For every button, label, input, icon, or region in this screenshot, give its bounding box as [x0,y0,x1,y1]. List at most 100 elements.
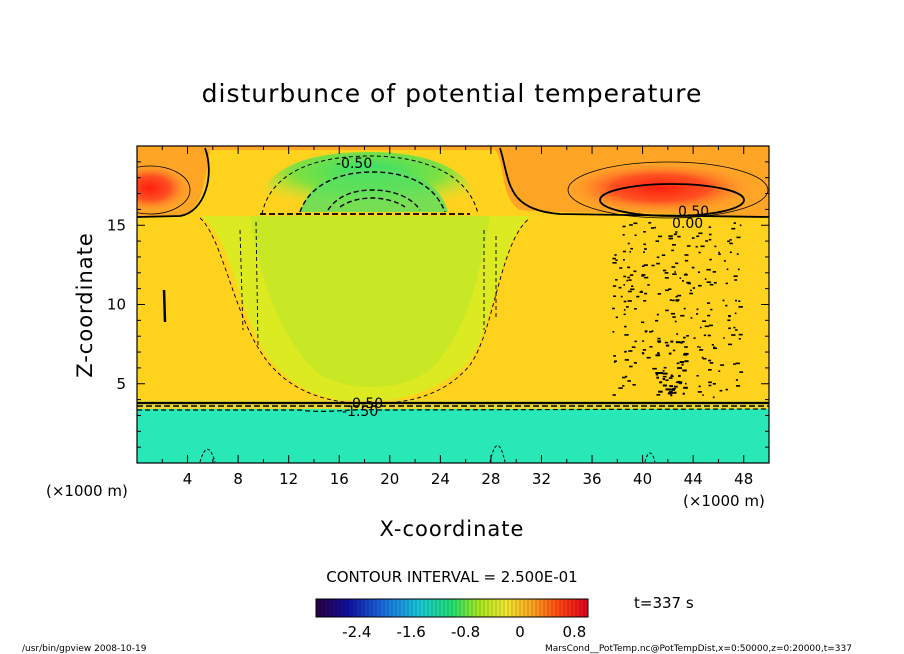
noise-dot [651,264,655,267]
noise-dot [684,254,689,256]
noise-dot [681,341,685,343]
noise-dot [686,335,689,337]
noise-dot [698,251,701,254]
noise-dot [662,372,668,375]
x-tick-label: 16 [330,470,349,488]
x-unit-left: (×1000 m) [46,482,128,500]
noise-dot [676,333,679,335]
noise-dot [670,374,673,376]
noise-dot [644,331,647,333]
x-axis-label: X-coordinate [380,517,525,541]
noise-dot [698,385,701,388]
noise-dot [675,341,681,344]
noise-dot [702,357,707,360]
noise-dot [624,350,627,353]
noise-dot [641,274,646,276]
y-tick-label: 10 [107,296,126,314]
noise-dot [713,346,716,349]
noise-dot [627,380,631,382]
noise-dot [648,222,652,224]
noise-dot [613,361,616,363]
noise-dot [665,309,669,312]
noise-dot [668,235,673,237]
noise-dot [670,312,676,315]
noise-dot [709,362,714,364]
x-tick-label: 8 [233,470,243,488]
noise-dot [674,271,676,273]
noise-dot [706,281,711,283]
noise-dot [691,266,695,269]
noise-dot [718,253,721,255]
noise-dot [706,268,711,271]
time-label: t=337 s [634,594,694,612]
noise-dot [686,245,691,247]
x-tick-label: 24 [431,470,450,488]
y-tick-label: 15 [107,216,126,234]
noise-dot [627,266,631,269]
noise-dot [627,242,630,245]
noise-dot [643,231,646,233]
noise-dot [652,367,657,370]
x-tick-label: 40 [633,470,652,488]
noise-dot [698,284,702,287]
noise-dot [695,245,698,248]
noise-dot [622,225,626,228]
noise-dot [627,300,632,302]
noise-dot [728,315,731,318]
noise-dot [672,349,676,352]
noise-dot [612,257,616,260]
noise-dot [629,251,631,253]
noise-dot [655,240,660,242]
noise-dot [649,331,653,333]
noise-dot [628,279,632,281]
noise-dot [650,227,655,229]
noise-dot [736,385,741,387]
noise-dot [678,381,683,384]
noise-dot [618,286,622,289]
noise-dot [708,369,712,371]
noise-dot [664,272,669,274]
noise-dot [677,235,681,238]
noise-dot [727,240,730,243]
noise-dot [707,314,711,317]
noise-dot [655,354,661,357]
noise-dot [738,338,741,340]
noise-dot [678,374,681,377]
noise-dot [661,254,666,256]
noise-dot [738,306,743,308]
noise-dot [712,396,715,399]
noise-dot [657,337,661,340]
noise-dot [644,248,647,250]
noise-dot [614,360,617,362]
noise-dot [696,313,699,315]
noise-dot [655,372,660,374]
x-tick-label: 4 [183,470,193,488]
noise-dot [657,352,660,355]
noise-dot [679,277,682,279]
noise-dot [634,308,637,310]
noise-dot [727,319,731,322]
colorbar-tick-label: -2.4 [342,623,371,641]
x-tick-label: 44 [684,470,703,488]
noise-dot [620,295,623,298]
noise-dot [729,251,732,254]
noise-dot [708,381,712,384]
noise-dot [680,341,683,344]
noise-dot [641,352,645,354]
noise-dot [670,340,674,343]
noise-dot [698,271,700,273]
contour-label: 0.50 [352,396,383,412]
noise-dot [684,360,689,363]
noise-dot [643,243,646,246]
noise-dot [692,287,696,289]
noise-dot [693,337,696,339]
noise-dot [647,284,650,286]
noise-dot [641,321,645,324]
noise-dot [725,282,728,285]
contour-label: 0.50 [678,204,709,220]
noise-dot [624,359,629,361]
noise-dot [733,275,738,277]
noise-dot [683,307,686,310]
noise-dot [658,390,663,393]
noise-dot [697,391,702,393]
